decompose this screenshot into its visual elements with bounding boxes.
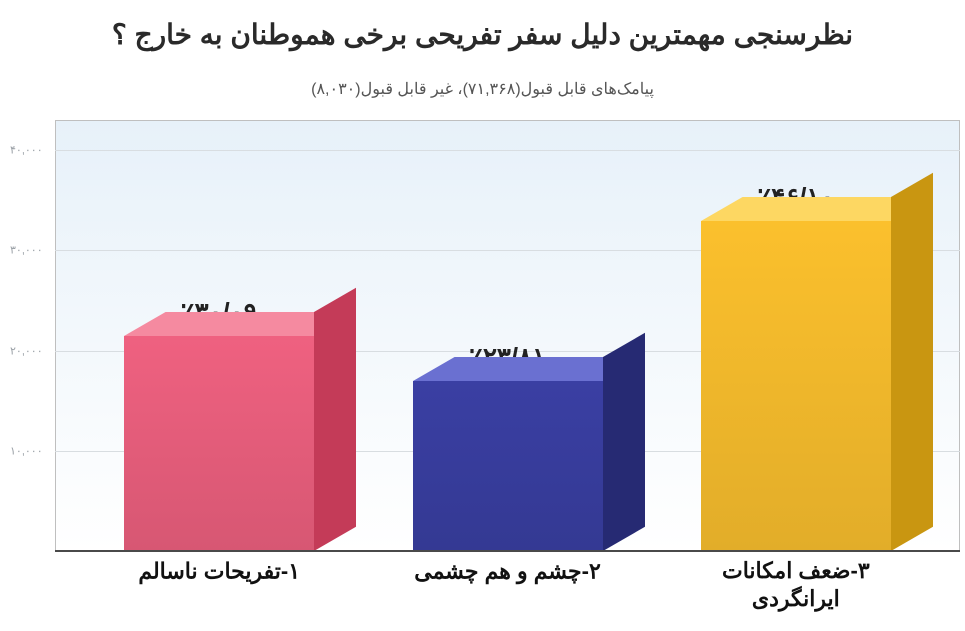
bar-front <box>124 336 314 551</box>
bar <box>124 336 314 551</box>
bar <box>701 221 891 551</box>
y-tick-label: ۳۰,۰۰۰ <box>10 244 50 257</box>
bar-top-face <box>413 357 603 381</box>
y-tick-label: ۴۰,۰۰۰ <box>10 144 50 157</box>
y-tick-label: ۱۰,۰۰۰ <box>10 444 50 457</box>
bar-side-face <box>603 332 645 551</box>
bar-top-face <box>124 312 314 336</box>
bar-top-face <box>701 197 891 221</box>
chart-title: نظرسنجی مهمترین دلیل سفر تفریحی برخی همو… <box>0 0 965 51</box>
bar-category-label: ۱-تفریحات ناسالم <box>75 557 363 585</box>
bar-side-face <box>314 287 356 551</box>
bar-side-face <box>891 173 933 551</box>
bar-category-label: ۲-چشم و هم چشمی <box>363 557 651 585</box>
bar-slot: ٪۲۳/۸۱۲-چشم و هم چشمی <box>363 120 651 551</box>
chart-container: نظرسنجی مهمترین دلیل سفر تفریحی برخی همو… <box>0 0 965 631</box>
bar <box>413 381 603 551</box>
chart-area: ۱۰,۰۰۰ ۲۰,۰۰۰ ۳۰,۰۰۰ ۴۰,۰۰۰ ٪۳۰/۰۹۱-تفریحات… <box>0 118 965 631</box>
bar-front <box>413 381 603 551</box>
bar-slot: ٪۴۶/۱۰۳-ضعف امکانات ایرانگردی <box>652 120 940 551</box>
bar-category-label: ۳-ضعف امکانات ایرانگردی <box>652 557 940 612</box>
bar-front <box>701 221 891 551</box>
bar-slot: ٪۳۰/۰۹۱-تفریحات ناسالم <box>75 120 363 551</box>
chart-subtitle: پیامک‌های قابل قبول(۷۱,۳۶۸)، غیر قابل قب… <box>0 79 965 99</box>
x-axis-line <box>55 550 960 552</box>
y-tick-label: ۲۰,۰۰۰ <box>10 344 50 357</box>
bars-layer: ٪۳۰/۰۹۱-تفریحات ناسالم٪۲۳/۸۱۲-چشم و هم چ… <box>55 120 960 551</box>
